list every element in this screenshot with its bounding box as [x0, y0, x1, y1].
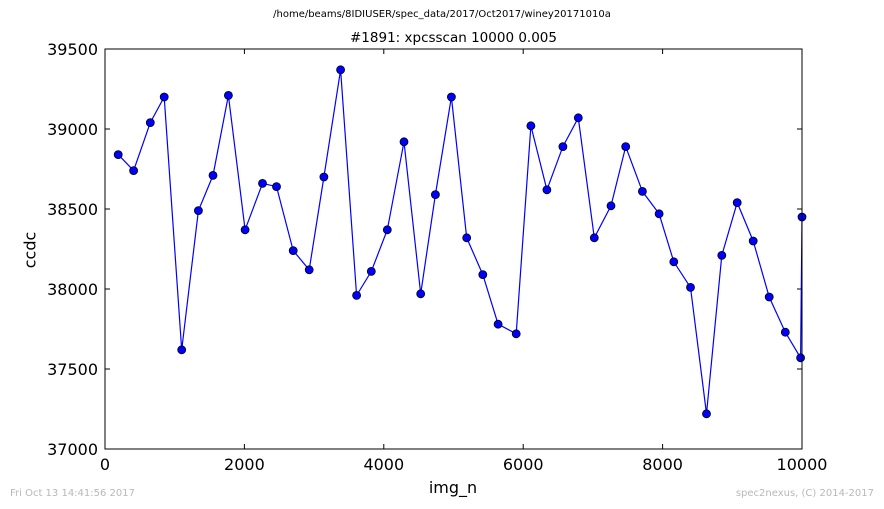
y-tick-label: 37000 [47, 440, 98, 459]
data-point [462, 233, 472, 243]
data-point [399, 137, 409, 147]
y-axis-label: ccdc [20, 231, 40, 269]
data-point [223, 91, 233, 100]
x-tick-label: 4000 [363, 455, 404, 474]
data-point [493, 319, 503, 329]
data-point [336, 65, 346, 75]
data-point [446, 92, 456, 102]
data-point [606, 201, 616, 211]
data-point [352, 290, 362, 300]
x-axis-label: img_n [428, 478, 478, 497]
data-point [416, 289, 426, 299]
data-point [288, 246, 298, 256]
data-point [129, 166, 139, 176]
x-tick-label: 2000 [224, 455, 265, 474]
data-point [732, 198, 742, 208]
data-point [589, 233, 599, 243]
axis-ticks: 0 2000 4000 6000 8000 10000 37000 37500 38000 385… [47, 40, 827, 474]
data-point [382, 225, 392, 235]
data-point [478, 270, 488, 280]
footer-credit: spec2nexus, (C) 2014-2017 [735, 488, 874, 499]
data-point [621, 142, 631, 152]
data-point [526, 121, 536, 131]
chart-title: #1891: xpcsscan 10000 0.005 [350, 30, 557, 46]
data-point [258, 178, 267, 188]
y-tick-label: 37500 [47, 360, 98, 379]
data-point [511, 329, 521, 339]
data-point [304, 265, 314, 275]
data-point [272, 182, 281, 192]
y-tick-label: 39500 [47, 40, 98, 59]
data-point [319, 172, 329, 182]
data-point [145, 118, 155, 127]
data-point [780, 327, 790, 337]
series-line [117, 69, 803, 414]
data-point [748, 236, 758, 246]
data-point [764, 292, 774, 302]
data-point [573, 113, 583, 123]
data-point [558, 142, 568, 152]
data-point [208, 170, 218, 180]
data-point [796, 353, 805, 363]
footer-timestamp: Fri Oct 13 14:41:56 2017 [10, 488, 136, 499]
x-tick-label: 8000 [642, 455, 683, 474]
data-point [669, 257, 679, 267]
data-point [159, 92, 169, 102]
plot-frame [104, 48, 803, 450]
data-point [638, 186, 647, 196]
data-point [654, 209, 664, 219]
y-tick-label: 38500 [47, 200, 98, 219]
data-point [177, 345, 187, 355]
series-markers [113, 65, 807, 419]
data-point [686, 282, 695, 292]
x-tick-label: 6000 [503, 455, 544, 474]
data-point [240, 225, 250, 235]
data-point [717, 250, 727, 260]
x-tick-label: 10000 [777, 455, 828, 474]
x-tick-label: 0 [100, 455, 110, 474]
data-point [542, 185, 552, 195]
y-tick-label: 39000 [47, 120, 98, 139]
data-point [430, 190, 440, 200]
data-point [193, 206, 203, 216]
figure-suptitle: /home/beams/8IDIUSER/spec_data/2017/Oct2… [273, 9, 611, 20]
data-point [113, 150, 123, 160]
data-point [366, 266, 376, 276]
y-tick-label: 38000 [47, 280, 98, 299]
data-point [702, 409, 711, 419]
